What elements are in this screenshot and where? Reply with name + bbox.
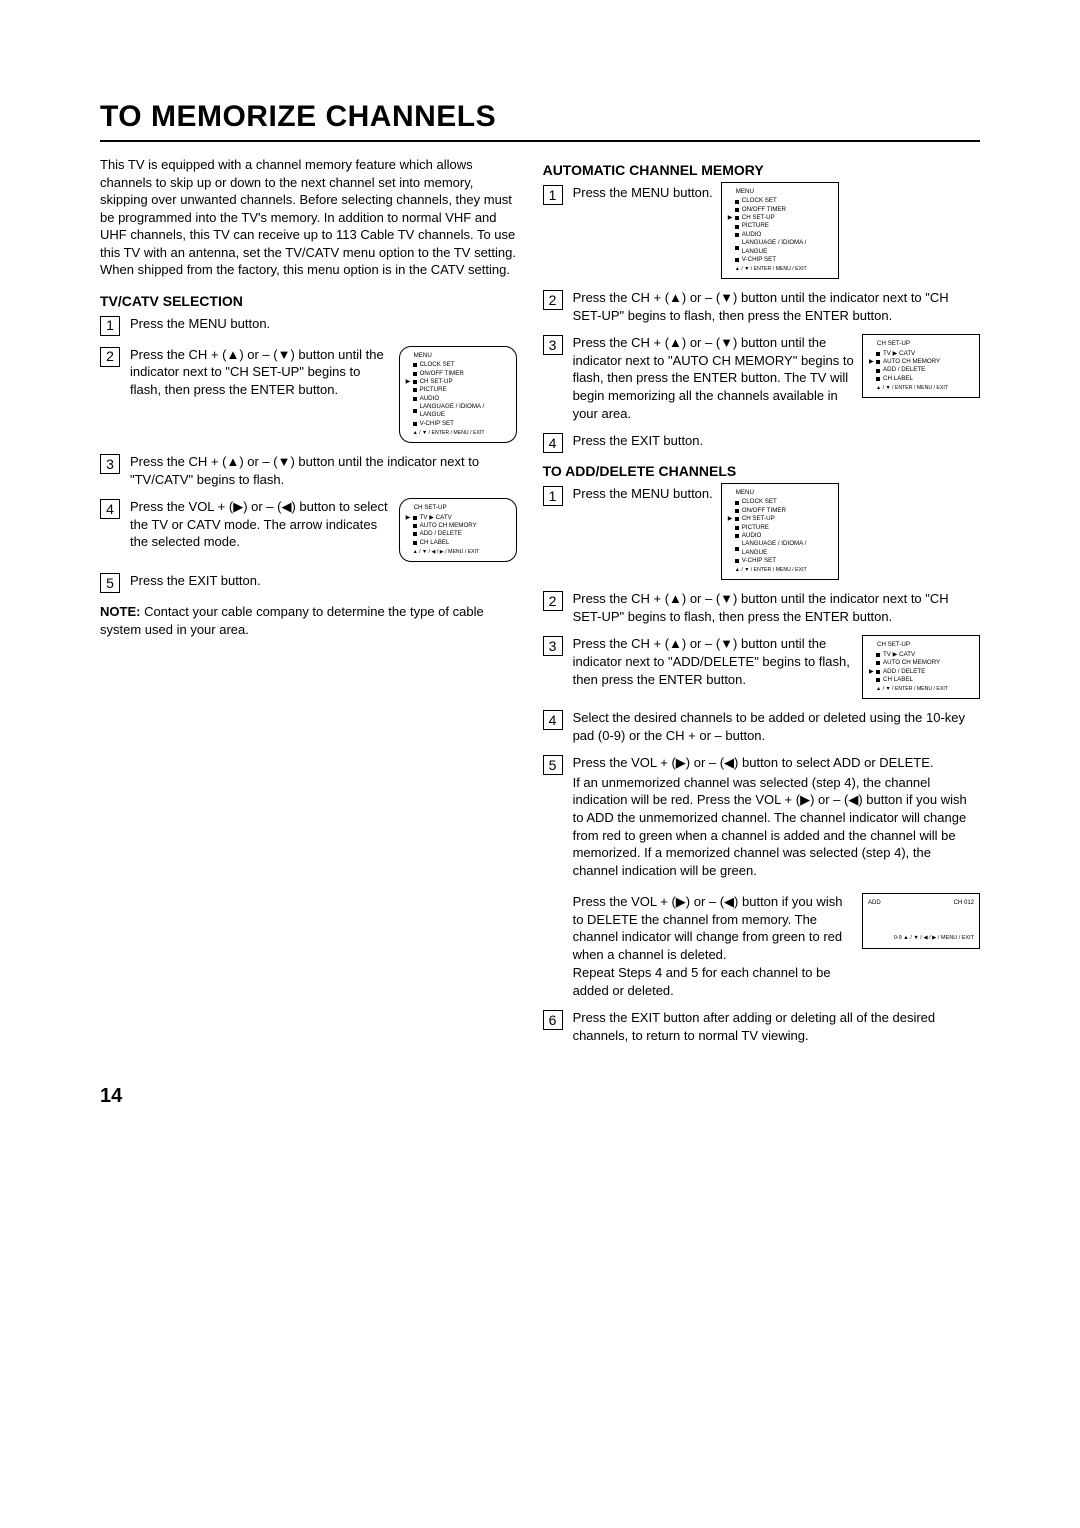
menu-diagram-chsetup-tv: CH SET-UP▶ TV ▶ CATVAUTO CH MEMORYADD / … bbox=[399, 498, 517, 562]
step-text: Press the CH + (▲) or – (▼) button until… bbox=[573, 590, 980, 625]
add-step-3: 3 Press the CH + (▲) or – (▼) button unt… bbox=[543, 635, 980, 699]
step-number: 5 bbox=[100, 573, 120, 593]
left-step-3: 3 Press the CH + (▲) or – (▼) button unt… bbox=[100, 453, 517, 488]
auto-step-3: 3 Press the CH + (▲) or – (▼) button unt… bbox=[543, 334, 980, 422]
step-text-b: If an unmemorized channel was selected (… bbox=[573, 774, 980, 879]
left-column: This TV is equipped with a channel memor… bbox=[100, 156, 517, 1055]
add-step-4: 4 Select the desired channels to be adde… bbox=[543, 709, 980, 744]
ch-label: CH 012 bbox=[954, 899, 974, 907]
note-text: Contact your cable company to determine … bbox=[100, 604, 484, 637]
step-number: 6 bbox=[543, 1010, 563, 1030]
step-number: 4 bbox=[543, 710, 563, 730]
step-text: Press the EXIT button after adding or de… bbox=[573, 1009, 980, 1044]
menu-diagram-main: MENUCLOCK SETON/OFF TIMER▶CH SET-UPPICTU… bbox=[399, 346, 517, 443]
step-text: Press the EXIT button. bbox=[130, 572, 517, 593]
menu-diagram-chsetup-auto: CH SET-UP TV ▶ CATV▶AUTO CH MEMORYADD / … bbox=[862, 334, 980, 398]
step-text: Press the MENU button. bbox=[573, 485, 713, 503]
step-number: 2 bbox=[100, 347, 120, 367]
step-text: Press the CH + (▲) or – (▼) button until… bbox=[573, 635, 854, 688]
step-text: Press the CH + (▲) or – (▼) button until… bbox=[573, 289, 980, 324]
step-number: 2 bbox=[543, 591, 563, 611]
step-text: Press the CH + (▲) or – (▼) button until… bbox=[573, 334, 854, 422]
add-delete-diagram: ADD CH 012 0-9 ▲ / ▼ / ◀ / ▶ / MENU / EX… bbox=[862, 893, 980, 949]
menu-diagram-chsetup-add: CH SET-UP TV ▶ CATVAUTO CH MEMORY▶ADD / … bbox=[862, 635, 980, 699]
page-number: 14 bbox=[100, 1085, 980, 1108]
step-number: 1 bbox=[543, 486, 563, 506]
step-number: 3 bbox=[543, 636, 563, 656]
step-text-a: Press the VOL + (▶) or – (◀) button to s… bbox=[573, 754, 980, 772]
adddelete-heading: TO ADD/DELETE CHANNELS bbox=[543, 463, 980, 479]
menu-diagram-main: MENUCLOCK SETON/OFF TIMER▶CH SET-UPPICTU… bbox=[721, 182, 839, 279]
step-number: 4 bbox=[100, 499, 120, 519]
step-text: Press the VOL + (▶) or – (◀) button to s… bbox=[130, 498, 391, 551]
step-number: 1 bbox=[100, 316, 120, 336]
step-text: Press the EXIT button. bbox=[573, 432, 980, 453]
content-columns: This TV is equipped with a channel memor… bbox=[100, 156, 980, 1055]
note-label: NOTE: bbox=[100, 604, 140, 619]
step-text-c: Press the VOL + (▶) or – (◀) button if y… bbox=[573, 893, 854, 963]
step-number: 2 bbox=[543, 290, 563, 310]
add-step-2: 2 Press the CH + (▲) or – (▼) button unt… bbox=[543, 590, 980, 625]
left-step-1: 1 Press the MENU button. bbox=[100, 315, 517, 336]
step-number: 3 bbox=[543, 335, 563, 355]
left-step-4: 4 Press the VOL + (▶) or – (◀) button to… bbox=[100, 498, 517, 562]
auto-heading: AUTOMATIC CHANNEL MEMORY bbox=[543, 162, 980, 178]
auto-step-4: 4 Press the EXIT button. bbox=[543, 432, 980, 453]
step-text: Press the MENU button. bbox=[130, 315, 517, 336]
right-column: AUTOMATIC CHANNEL MEMORY 1 Press the MEN… bbox=[543, 156, 980, 1055]
note: NOTE: Contact your cable company to dete… bbox=[100, 603, 517, 638]
step-text-d: Repeat Steps 4 and 5 for each channel to… bbox=[573, 964, 854, 999]
step-number: 1 bbox=[543, 185, 563, 205]
step-number: 5 bbox=[543, 755, 563, 775]
add-label: ADD bbox=[868, 899, 881, 907]
step-number: 4 bbox=[543, 433, 563, 453]
add-foot: 0-9 ▲ / ▼ / ◀ / ▶ / MENU / EXIT bbox=[868, 935, 974, 942]
left-step-5: 5 Press the EXIT button. bbox=[100, 572, 517, 593]
add-step-1: 1 Press the MENU button. MENUCLOCK SETON… bbox=[543, 485, 980, 580]
auto-step-1: 1 Press the MENU button. MENUCLOCK SETON… bbox=[543, 184, 980, 279]
add-step-6: 6 Press the EXIT button after adding or … bbox=[543, 1009, 980, 1044]
step-text: Select the desired channels to be added … bbox=[573, 709, 980, 744]
step-text: Press the CH + (▲) or – (▼) button until… bbox=[130, 453, 517, 488]
step-text: Press the MENU button. bbox=[573, 184, 713, 202]
menu-diagram-main: MENUCLOCK SETON/OFF TIMER▶CH SET-UPPICTU… bbox=[721, 483, 839, 580]
step-text: Press the CH + (▲) or – (▼) button until… bbox=[130, 346, 391, 399]
intro-text: This TV is equipped with a channel memor… bbox=[100, 156, 517, 279]
tvcatv-heading: TV/CATV SELECTION bbox=[100, 293, 517, 309]
step-number: 3 bbox=[100, 454, 120, 474]
auto-step-2: 2 Press the CH + (▲) or – (▼) button unt… bbox=[543, 289, 980, 324]
left-step-2: 2 Press the CH + (▲) or – (▼) button unt… bbox=[100, 346, 517, 443]
add-step-5: 5 Press the VOL + (▶) or – (◀) button to… bbox=[543, 754, 980, 999]
page-title: TO MEMORIZE CHANNELS bbox=[100, 100, 980, 142]
